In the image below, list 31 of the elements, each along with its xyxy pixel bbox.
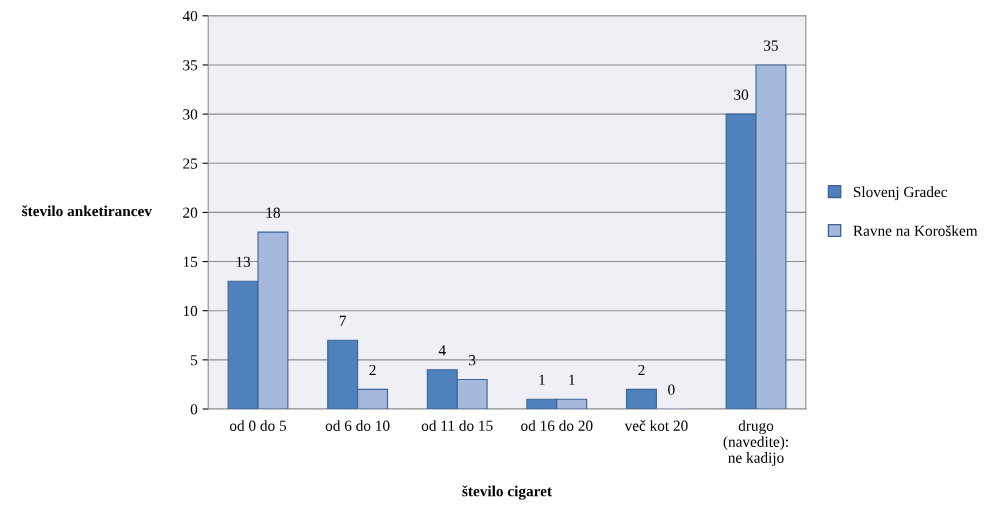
x-axis-title: število cigaret <box>462 485 552 500</box>
data-label: 30 <box>734 89 749 100</box>
y-tick-label: 5 <box>191 355 198 366</box>
data-label: 2 <box>369 364 376 375</box>
data-label: 7 <box>339 315 347 326</box>
data-label: 2 <box>638 364 645 375</box>
x-tick-label: več kot 20 <box>624 420 688 431</box>
data-label: 1 <box>569 374 575 385</box>
data-label: 18 <box>266 207 280 218</box>
data-label: 0 <box>668 384 675 395</box>
x-tick-label: od 11 do 15 <box>421 420 493 431</box>
y-tick-label: 20 <box>183 207 198 218</box>
y-tick-label: 30 <box>183 109 198 120</box>
y-tick-label: 0 <box>190 404 198 415</box>
x-tick-label: od 6 do 10 <box>325 420 390 431</box>
y-tick-label: 25 <box>183 158 198 169</box>
y-tick-label: 35 <box>183 60 198 71</box>
data-label: 35 <box>764 40 778 51</box>
x-tick-label: od 16 do 20 <box>521 420 593 431</box>
y-axis-title: število anketirancev <box>22 205 152 217</box>
y-tick-label: 10 <box>183 305 198 317</box>
y-tick-label: 15 <box>183 256 198 268</box>
legend-label: Ravne na Koroškem <box>853 225 978 236</box>
data-label: 1 <box>539 374 545 385</box>
data-label: 3 <box>469 355 476 366</box>
data-label: 4 <box>438 345 446 356</box>
legend-label: Slovenj Gradec <box>853 186 948 201</box>
x-tick-label: od 0 do 5 <box>229 420 287 431</box>
y-tick-label: 40 <box>182 10 198 22</box>
data-label: 13 <box>236 256 251 268</box>
x-tick-label: drugo (navedite): ne kadijo <box>723 420 788 466</box>
